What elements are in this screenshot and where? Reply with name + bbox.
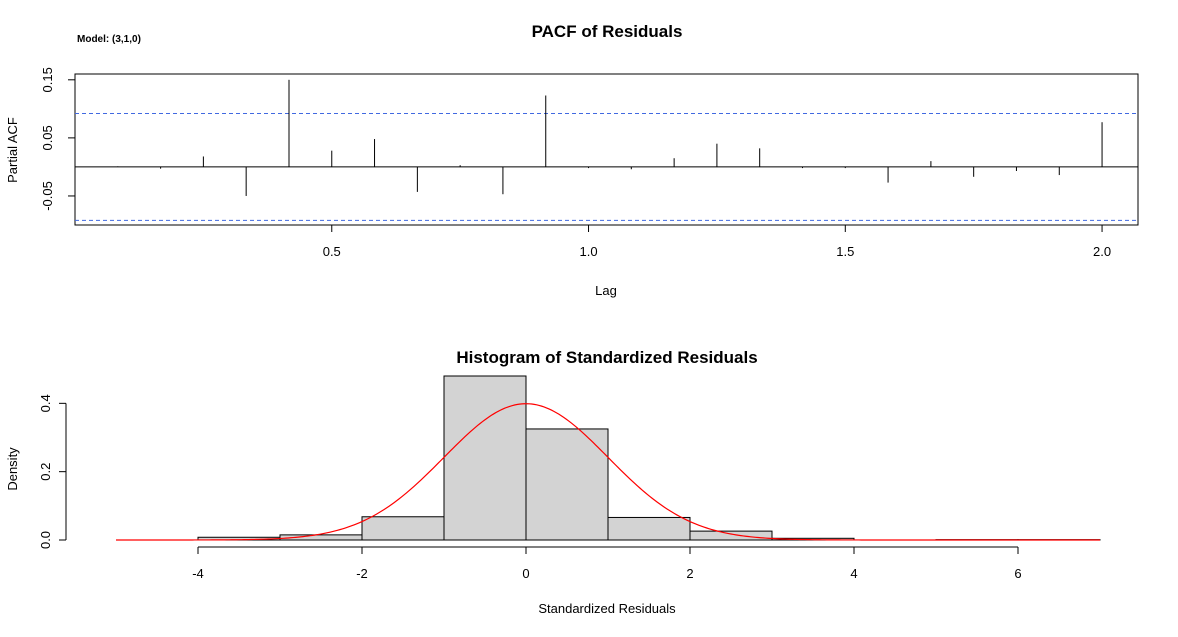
pacf-x-axis: 0.5 1.0 1.5 2.0	[323, 225, 1111, 259]
y-tick-label: 0.0	[38, 531, 53, 549]
histogram-bar	[361, 516, 445, 541]
y-tick-label: 0.4	[38, 394, 53, 412]
pacf-x-axis-title: Lag	[595, 283, 617, 298]
x-tick-label: 2	[686, 566, 693, 581]
x-tick-label: 0	[522, 566, 529, 581]
normal-density-curve	[116, 403, 1100, 541]
histogram-y-axis-title: Density	[5, 447, 20, 491]
histogram-bar	[689, 530, 773, 541]
x-tick-label: 1.0	[579, 244, 597, 259]
y-tick-label: 0.2	[38, 463, 53, 481]
histogram-bar	[443, 375, 527, 541]
pacf-y-axis: -0.05 0.05 0.15	[40, 67, 75, 211]
histogram-title: Histogram of Standardized Residuals	[456, 348, 757, 367]
x-tick-label: 0.5	[323, 244, 341, 259]
y-tick-label: 0.05	[40, 125, 55, 150]
pacf-panel: Model: (3,1,0) PACF of Residuals 0.5 1.0 1…	[5, 22, 1139, 298]
model-annotation: Model: (3,1,0)	[77, 34, 141, 45]
histogram-x-axis-title: Standardized Residuals	[538, 601, 676, 616]
x-tick-label: -2	[356, 566, 368, 581]
histogram-panel: Histogram of Standardized Residuals -4 -2…	[5, 348, 1101, 616]
x-tick-label: 4	[850, 566, 857, 581]
histogram-bar	[525, 428, 609, 541]
y-tick-label: -0.05	[40, 181, 55, 211]
pacf-y-axis-title: Partial ACF	[5, 117, 20, 183]
x-tick-label: 2.0	[1093, 244, 1111, 259]
pacf-confidence-lines	[75, 112, 1138, 221]
histogram-y-axis: 0.0 0.2 0.4	[38, 394, 67, 549]
pacf-title: PACF of Residuals	[532, 22, 683, 41]
pacf-spikes	[117, 79, 1103, 196]
histogram-x-axis: -4 -2 0 2 4 6	[192, 546, 1022, 581]
histogram-bar	[607, 516, 691, 541]
pacf-plot-box	[74, 73, 1139, 226]
density-curve	[116, 403, 1100, 541]
x-tick-label: -4	[192, 566, 204, 581]
y-tick-label: 0.15	[40, 67, 55, 92]
x-tick-label: 6	[1014, 566, 1021, 581]
x-tick-label: 1.5	[836, 244, 854, 259]
